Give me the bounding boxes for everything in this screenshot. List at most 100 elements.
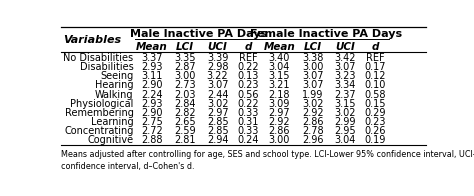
Text: 3.07: 3.07 — [334, 62, 356, 72]
Text: Means adjusted after controlling for age, SES and school type. LCI-Lower 95% con: Means adjusted after controlling for age… — [61, 150, 474, 159]
Text: 3.04: 3.04 — [334, 135, 356, 145]
Text: 0.17: 0.17 — [365, 62, 386, 72]
Text: 3.07: 3.07 — [207, 80, 228, 90]
Text: 3.09: 3.09 — [269, 99, 290, 109]
Text: Male Inactive PA Days: Male Inactive PA Days — [130, 29, 267, 39]
Text: 3.40: 3.40 — [269, 53, 290, 63]
Text: LCI: LCI — [176, 42, 194, 52]
Text: REF: REF — [366, 53, 385, 63]
Text: 2.78: 2.78 — [302, 126, 324, 136]
Text: 2.85: 2.85 — [207, 117, 228, 127]
Text: 3.07: 3.07 — [302, 71, 323, 81]
Text: 0.58: 0.58 — [365, 90, 386, 100]
Text: 0.31: 0.31 — [237, 117, 259, 127]
Text: 0.33: 0.33 — [237, 126, 259, 136]
Text: 0.22: 0.22 — [237, 62, 259, 72]
Text: 2.87: 2.87 — [174, 62, 196, 72]
Text: 2.88: 2.88 — [141, 135, 163, 145]
Text: 2.59: 2.59 — [174, 126, 196, 136]
Text: 2.92: 2.92 — [268, 117, 290, 127]
Text: 2.81: 2.81 — [174, 135, 196, 145]
Text: 2.44: 2.44 — [207, 90, 228, 100]
Text: Seeing: Seeing — [100, 71, 134, 81]
Text: 2.86: 2.86 — [302, 117, 323, 127]
Text: 0.12: 0.12 — [365, 71, 386, 81]
Text: Walking: Walking — [95, 90, 134, 100]
Text: 2.95: 2.95 — [334, 126, 356, 136]
Text: UCI: UCI — [208, 42, 228, 52]
Text: confidence interval, d–Cohen's d.: confidence interval, d–Cohen's d. — [61, 162, 195, 171]
Text: 0.33: 0.33 — [237, 108, 259, 118]
Text: 0.24: 0.24 — [237, 135, 259, 145]
Text: 3.00: 3.00 — [269, 135, 290, 145]
Text: 2.99: 2.99 — [334, 117, 356, 127]
Text: 3.02: 3.02 — [302, 99, 323, 109]
Text: 2.84: 2.84 — [174, 99, 196, 109]
Text: 2.98: 2.98 — [207, 62, 228, 72]
Text: Mean: Mean — [264, 42, 295, 52]
Text: 2.73: 2.73 — [174, 80, 196, 90]
Text: 2.85: 2.85 — [207, 126, 228, 136]
Text: 0.13: 0.13 — [237, 71, 259, 81]
Text: 2.94: 2.94 — [207, 135, 228, 145]
Text: Hearing: Hearing — [95, 80, 134, 90]
Text: 0.10: 0.10 — [365, 80, 386, 90]
Text: Female Inactive PA Days: Female Inactive PA Days — [250, 29, 402, 39]
Text: 3.21: 3.21 — [269, 80, 290, 90]
Text: 0.22: 0.22 — [237, 99, 259, 109]
Text: 2.96: 2.96 — [302, 135, 323, 145]
Text: 3.34: 3.34 — [334, 80, 356, 90]
Text: 0.23: 0.23 — [237, 80, 259, 90]
Text: Learning: Learning — [91, 117, 134, 127]
Text: 3.00: 3.00 — [302, 62, 323, 72]
Text: LCI: LCI — [304, 42, 322, 52]
Text: REF: REF — [238, 53, 257, 63]
Text: 3.15: 3.15 — [269, 71, 290, 81]
Text: 2.37: 2.37 — [334, 90, 356, 100]
Text: 3.39: 3.39 — [207, 53, 228, 63]
Text: 3.11: 3.11 — [141, 71, 163, 81]
Text: 2.90: 2.90 — [141, 108, 163, 118]
Text: 0.15: 0.15 — [365, 99, 386, 109]
Text: 2.65: 2.65 — [174, 117, 196, 127]
Text: 2.93: 2.93 — [141, 99, 163, 109]
Text: Physiological: Physiological — [70, 99, 134, 109]
Text: 2.72: 2.72 — [141, 126, 163, 136]
Text: 3.22: 3.22 — [207, 71, 228, 81]
Text: d: d — [244, 42, 252, 52]
Text: 2.97: 2.97 — [207, 108, 228, 118]
Text: 2.24: 2.24 — [141, 90, 163, 100]
Text: 0.23: 0.23 — [365, 117, 386, 127]
Text: d: d — [372, 42, 379, 52]
Text: 3.02: 3.02 — [207, 99, 228, 109]
Text: 3.37: 3.37 — [141, 53, 163, 63]
Text: 3.38: 3.38 — [302, 53, 323, 63]
Text: 3.02: 3.02 — [334, 108, 356, 118]
Text: Concentrating: Concentrating — [64, 126, 134, 136]
Text: 3.23: 3.23 — [334, 71, 356, 81]
Text: Mean: Mean — [136, 42, 168, 52]
Text: 2.86: 2.86 — [269, 126, 290, 136]
Text: 2.82: 2.82 — [174, 108, 196, 118]
Text: 0.56: 0.56 — [237, 90, 259, 100]
Text: 2.93: 2.93 — [141, 62, 163, 72]
Text: Cognitive: Cognitive — [87, 135, 134, 145]
Text: 3.07: 3.07 — [302, 80, 323, 90]
Text: 2.03: 2.03 — [174, 90, 196, 100]
Text: 1.99: 1.99 — [302, 90, 323, 100]
Text: 3.42: 3.42 — [334, 53, 356, 63]
Text: 3.35: 3.35 — [174, 53, 196, 63]
Text: 0.29: 0.29 — [365, 108, 386, 118]
Text: 2.92: 2.92 — [302, 108, 324, 118]
Text: UCI: UCI — [335, 42, 355, 52]
Text: 2.18: 2.18 — [269, 90, 290, 100]
Text: 2.75: 2.75 — [141, 117, 163, 127]
Text: 3.15: 3.15 — [334, 99, 356, 109]
Text: 0.19: 0.19 — [365, 135, 386, 145]
Text: No Disabilities: No Disabilities — [64, 53, 134, 63]
Text: Remembering: Remembering — [64, 108, 134, 118]
Text: 3.04: 3.04 — [269, 62, 290, 72]
Text: 2.90: 2.90 — [141, 80, 163, 90]
Text: 0.26: 0.26 — [365, 126, 386, 136]
Text: Disabilities: Disabilities — [80, 62, 134, 72]
